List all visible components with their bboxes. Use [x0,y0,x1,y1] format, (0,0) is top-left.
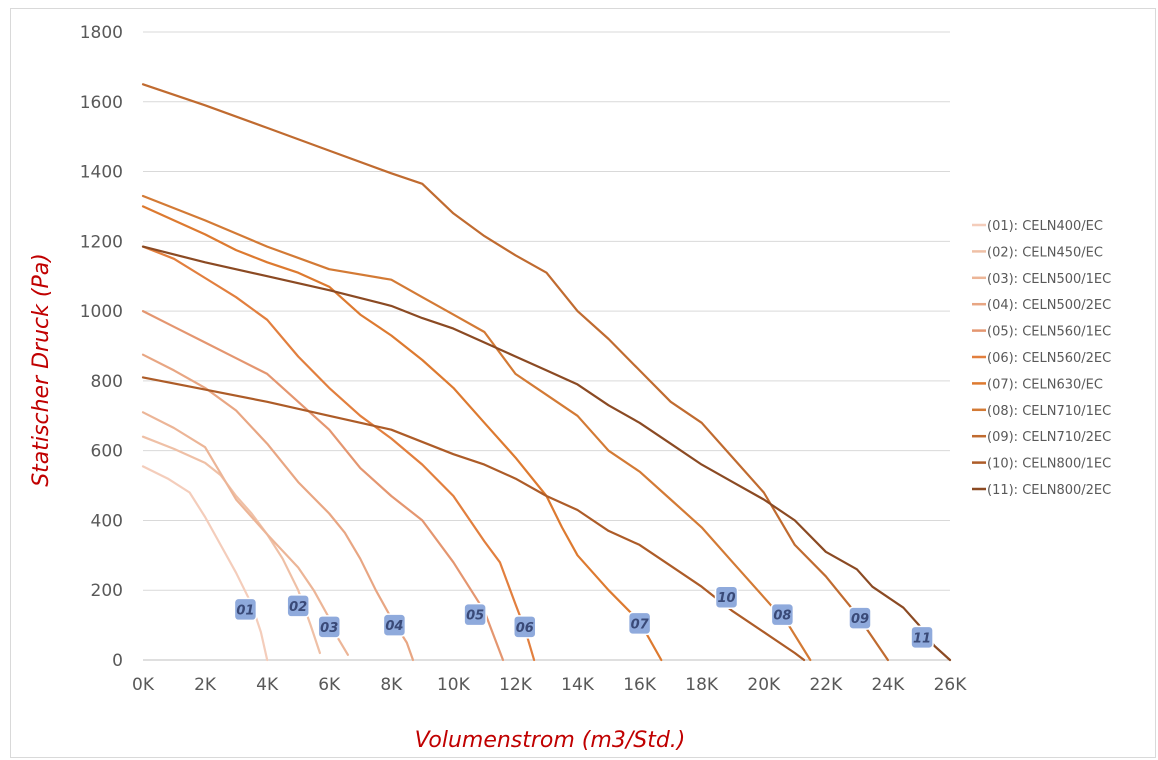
x-tick-label: 10K [437,675,471,695]
series-tag-label: 06 [516,621,534,636]
series-tag-06 [513,615,537,639]
series-lines [141,83,952,662]
series-line-02 [141,435,321,655]
series-tag-label: 01 [236,603,254,618]
series-line-07 [141,205,663,662]
legend-label: (08): CELN710/1EC [987,404,1111,419]
y-tick-label: 0 [112,651,123,671]
x-tick-label: 6K [318,675,341,695]
x-tick-label: 4K [256,675,279,695]
y-tick-label: 1600 [80,93,123,113]
legend-label: (04): CELN500/2EC [987,298,1111,313]
legend-label: (07): CELN630/EC [987,377,1103,392]
chart-frame [10,8,1156,758]
series-line-10 [141,376,806,662]
x-tick-label: 22K [809,675,843,695]
x-tick-label: 12K [499,675,533,695]
x-axis-ticks: 0K 2K 4K 6K 8K 10K 12K 14K 16K 18K 20K 22K 24K 26K [132,675,967,695]
x-tick-label: 8K [380,675,403,695]
x-axis-title: Volumenstrom (m3/Std.) [415,728,686,753]
series-tag-03 [317,615,341,639]
x-tick-label: 24K [872,675,906,695]
series-line-05 [141,310,505,662]
legend-label: (11): CELN800/2EC [987,483,1111,498]
legend-label: (02): CELN450/EC [987,245,1103,260]
y-tick-label: 400 [91,511,123,531]
series-tag-05 [463,602,487,627]
series-tag-02 [286,594,310,618]
series-tags: 01 02 03 04 05 06 07 08 09 10 11 [233,585,934,650]
legend: (01): CELN400/EC (02): CELN450/EC (03): CE… [972,219,1111,498]
series-line-04 [141,353,415,662]
x-tick-label: 26K [934,675,968,695]
y-axis-ticks: 0 200 400 600 800 1000 1200 1400 1600 1800 [80,23,123,671]
series-tag-label: 02 [289,600,307,615]
x-tick-label: 2K [194,675,217,695]
series-tag-label: 10 [717,591,735,606]
series-tag-label: 03 [320,621,338,636]
legend-label: (03): CELN500/1EC [987,272,1111,287]
y-tick-label: 1200 [80,232,123,252]
series-tag-09 [848,606,872,630]
legend-label: (06): CELN560/2EC [987,351,1111,366]
legend-label: (10): CELN800/1EC [987,457,1111,472]
series-tag-07 [627,611,652,636]
y-tick-label: 200 [91,581,123,601]
grid-lines [143,31,950,661]
series-tag-label: 11 [913,631,931,646]
series-tag-04 [382,613,407,637]
y-axis-title: Statischer Druck (Pa) [29,253,54,487]
series-tag-label: 04 [385,619,403,634]
series-tag-label: 09 [851,612,869,627]
series-tag-08 [770,602,795,627]
series-tag-10 [714,585,739,609]
y-tick-label: 1000 [80,302,123,322]
x-tick-label: 14K [561,675,595,695]
legend-label: (05): CELN560/1EC [987,325,1111,340]
y-tick-label: 600 [91,442,123,462]
y-tick-label: 1800 [80,23,123,43]
series-line-01 [141,465,269,662]
series-tag-label: 07 [631,617,650,632]
y-tick-label: 1400 [80,163,123,183]
legend-label: (09): CELN710/2EC [987,430,1111,445]
series-tag-label: 08 [773,609,791,624]
series-tag-label: 05 [466,609,484,624]
series-line-08 [141,194,812,662]
x-tick-label: 20K [747,675,781,695]
y-tick-label: 800 [91,372,123,392]
x-tick-label: 16K [623,675,657,695]
x-tick-label: 18K [685,675,719,695]
x-tick-label: 0K [132,675,155,695]
series-tag-11 [910,625,934,650]
legend-label: (01): CELN400/EC [987,219,1103,234]
series-line-11 [141,245,952,662]
series-line-09 [141,83,889,662]
series-tag-01 [233,597,258,622]
